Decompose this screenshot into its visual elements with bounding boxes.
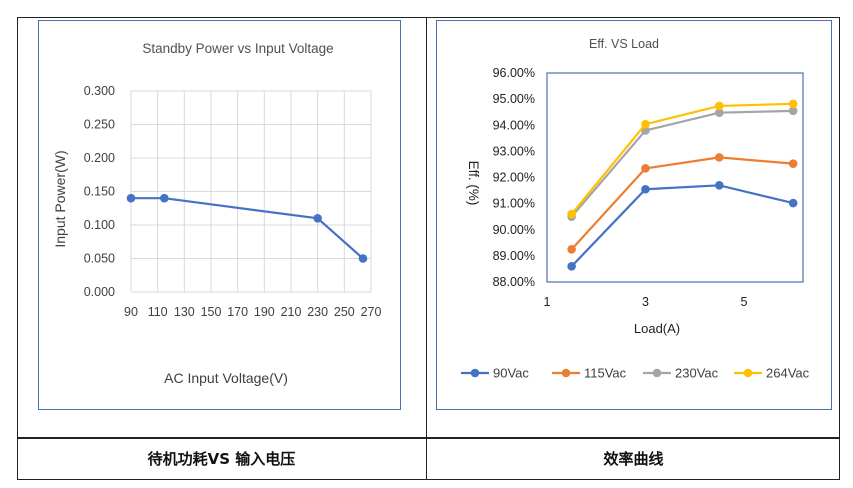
- series-line-115vac: [570, 156, 794, 251]
- y-tick-label: 0.300: [84, 84, 115, 98]
- series-line: [131, 197, 364, 260]
- y-tick-label: 96.00%: [493, 66, 535, 80]
- y-tick-label: 94.00%: [493, 118, 535, 132]
- data-point: [313, 214, 322, 223]
- data-point: [126, 193, 136, 203]
- legend-label-115vac: 115Vac: [584, 366, 627, 381]
- x-tick-label: 3: [642, 295, 649, 309]
- data-point-264vac: [567, 209, 576, 219]
- y-tick-label: 0.000: [84, 285, 115, 299]
- data-point-90vac: [641, 184, 650, 194]
- y-tick-label: 0.200: [84, 151, 115, 165]
- y-axis-label: Input Power(W): [52, 150, 68, 247]
- caption-efficiency: 效率曲线: [603, 450, 664, 468]
- plot-area: [546, 72, 804, 283]
- y-tick-label: 0.250: [84, 118, 115, 132]
- efficiency-chart-panel: Eff. VS Load 88.00% 89.00% 90.00% 91.00% 92.…: [436, 20, 832, 410]
- x-tick-label: 190: [254, 305, 275, 319]
- x-tick-label: 250: [334, 305, 355, 319]
- y-tick-label: 93.00%: [493, 144, 535, 158]
- standby-power-chart-panel: Standby Power vs Input Voltage 0.000 0.05…: [38, 20, 401, 410]
- x-tick-label: 130: [174, 305, 195, 319]
- data-point-230vac: [715, 108, 724, 118]
- y-axis-label: Eff. (%): [466, 161, 481, 206]
- data-point-90vac: [715, 181, 724, 190]
- series-line-230vac: [570, 109, 794, 218]
- data-point-90vac: [567, 262, 576, 271]
- table-row-divider: [17, 437, 840, 439]
- x-tick-label: 150: [201, 305, 222, 319]
- x-axis-label: AC Input Voltage(V): [164, 370, 288, 386]
- legend-marker-264vac: [743, 368, 753, 378]
- y-tick-label: 92.00%: [493, 171, 535, 185]
- x-tick-label: 230: [307, 305, 328, 319]
- layout-table: [17, 17, 840, 480]
- x-axis-label: Load(A): [634, 321, 680, 336]
- legend: 90Vac 115Vac 230Vac 264Vac: [461, 366, 810, 381]
- x-tick-label: 270: [361, 305, 382, 319]
- y-tick-label: 91.00%: [493, 197, 535, 211]
- x-tick-label: 210: [281, 305, 302, 319]
- y-tick-label: 0.150: [84, 185, 115, 199]
- legend-label-230vac: 230Vac: [675, 366, 719, 381]
- legend-marker-230vac: [652, 368, 662, 378]
- y-tick-label: 90.00%: [493, 223, 535, 237]
- x-tick-label: 5: [740, 295, 747, 309]
- x-tick-label: 170: [227, 305, 248, 319]
- data-point: [160, 193, 169, 203]
- data-point-264vac: [641, 119, 650, 129]
- y-tick-label: 0.100: [84, 218, 115, 232]
- chart-title: Eff. VS Load: [589, 37, 659, 51]
- data-point-90vac: [788, 198, 798, 208]
- data-point-115vac: [567, 245, 576, 254]
- efficiency-chart: Eff. VS Load 88.00% 89.00% 90.00% 91.00% 92.…: [461, 37, 810, 381]
- y-tick-label: 95.00%: [493, 92, 535, 106]
- legend-label-264vac: 264Vac: [766, 366, 810, 381]
- y-tick-label: 0.050: [84, 252, 115, 266]
- data-point: [358, 254, 368, 263]
- x-tick-label: 110: [148, 305, 168, 319]
- data-point-115vac: [788, 159, 798, 168]
- data-point-264vac: [788, 99, 798, 109]
- series-line-264vac: [570, 102, 794, 215]
- data-point-264vac: [715, 101, 724, 111]
- x-tick-label: 1: [544, 295, 551, 309]
- legend-label-90vac: 90Vac: [493, 366, 529, 381]
- y-tick-label: 88.00%: [493, 275, 535, 289]
- legend-marker-90vac: [470, 368, 480, 378]
- x-tick-label: 90: [124, 305, 138, 319]
- caption-standby-power: 待机功耗VS 输入电压: [147, 450, 296, 468]
- table-column-divider: [426, 17, 427, 480]
- standby-power-chart: Standby Power vs Input Voltage 0.000 0.05…: [52, 41, 382, 386]
- chart-title: Standby Power vs Input Voltage: [142, 41, 333, 56]
- legend-marker-115vac: [561, 368, 571, 378]
- data-point-115vac: [715, 153, 724, 162]
- data-point-230vac: [788, 106, 798, 116]
- y-tick-label: 89.00%: [493, 249, 535, 263]
- data-point-115vac: [641, 164, 650, 173]
- series-line-90vac: [570, 184, 794, 268]
